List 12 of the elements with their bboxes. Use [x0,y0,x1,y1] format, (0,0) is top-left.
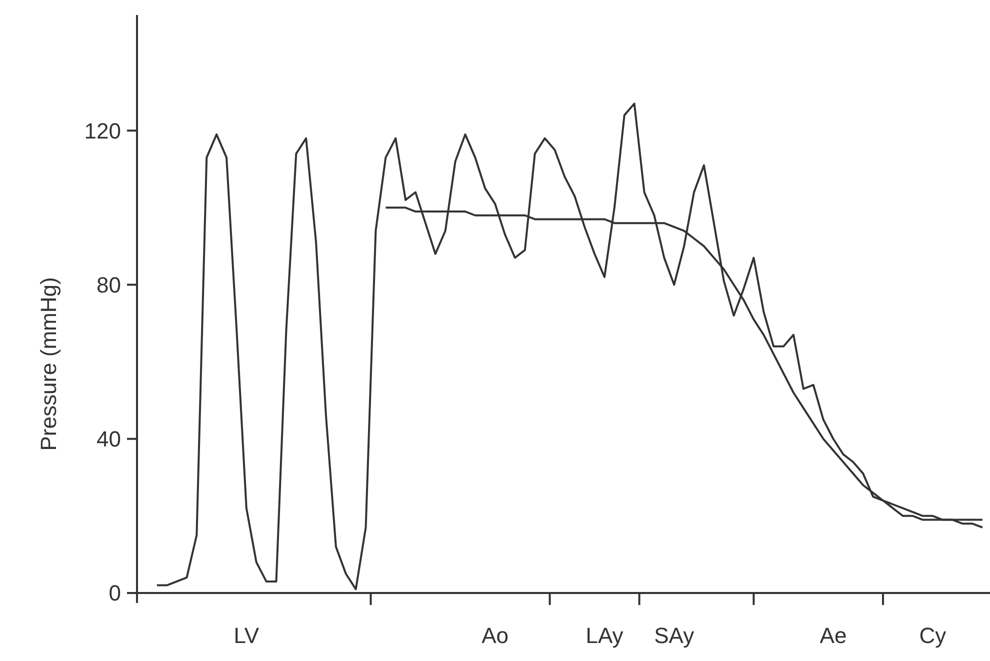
x-tick-label: Ao [482,623,509,648]
x-tick-label: LV [234,623,260,648]
y-tick-label: 40 [96,426,121,452]
y-axis-title: Pressure (mmHg) [36,277,61,451]
x-tick-label: Ae [820,623,847,648]
y-tick-label: 0 [108,580,121,606]
y-tick-label: 120 [84,118,121,144]
x-tick-label: Cy [919,623,946,648]
line-series [156,102,984,590]
y-tick-label: 80 [96,272,121,298]
x-tick-label: SAy [654,623,694,648]
x-tick-label: LAy [586,623,624,648]
